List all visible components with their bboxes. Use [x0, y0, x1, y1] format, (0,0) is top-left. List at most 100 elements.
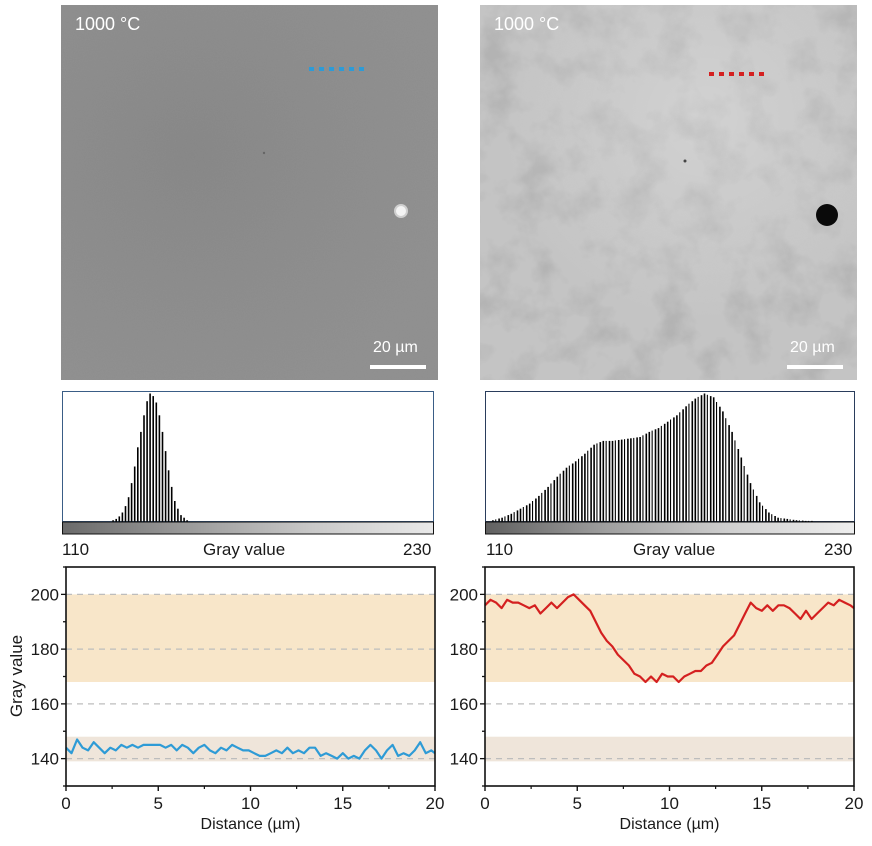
histogram-bar	[522, 507, 524, 522]
histogram-bar	[167, 470, 170, 522]
x-axis-label: Distance (µm)	[620, 816, 720, 833]
profile-line	[484, 593, 855, 684]
histogram-bar	[504, 516, 506, 522]
histogram-bar	[798, 520, 800, 522]
histogram-bar	[118, 516, 121, 522]
x-tick-label: 15	[752, 794, 771, 813]
histogram-bar	[541, 492, 543, 522]
histogram-bar	[538, 495, 540, 522]
y-tick-label: 200	[450, 585, 478, 604]
histogram-bar	[121, 512, 124, 522]
histogram-bar	[627, 438, 629, 522]
histogram-bar	[795, 520, 798, 522]
histogram-bar	[768, 512, 770, 522]
histogram-bar	[645, 433, 648, 522]
histogram-bar	[740, 457, 743, 522]
histogram-bar	[170, 486, 173, 522]
histogram-bar	[749, 483, 752, 522]
micrograph-left-image	[61, 5, 438, 380]
histogram-bar	[519, 508, 522, 522]
histogram-bar	[639, 437, 641, 522]
histogram-bar	[786, 518, 789, 522]
y-tick-label: 200	[31, 585, 59, 604]
histogram-bar	[568, 465, 570, 522]
histogram-bar	[495, 519, 497, 522]
histogram-bar	[174, 501, 176, 522]
histogram-bar	[571, 463, 574, 522]
histogram-bar	[528, 503, 531, 522]
histogram-bar	[596, 443, 598, 522]
histogram-bar	[498, 518, 500, 522]
histogram-bar	[559, 473, 561, 522]
histogram-bar	[608, 440, 611, 522]
histogram-bar	[694, 398, 697, 522]
histogram-left-plot	[62, 391, 434, 535]
histogram-bar	[765, 509, 767, 522]
histogram-bar	[593, 444, 595, 522]
histogram-bar	[758, 502, 761, 522]
histogram-bar	[581, 456, 583, 522]
histogram-bar	[801, 520, 804, 522]
y-tick-label: 140	[450, 750, 478, 769]
y-axis-label: Gray value	[7, 635, 26, 717]
histogram-bar	[599, 442, 602, 522]
x-tick-label: 0	[61, 794, 70, 813]
histogram-bar	[700, 395, 703, 522]
y-tick-label: 160	[450, 695, 478, 714]
histogram-left	[62, 391, 434, 539]
histogram-bar	[666, 421, 669, 522]
histogram-bar	[127, 497, 130, 522]
scale-bar	[787, 365, 843, 369]
histogram-right	[485, 391, 855, 539]
histogram-bar	[771, 514, 773, 522]
y-tick-label: 160	[31, 695, 59, 714]
scale-bar	[370, 365, 426, 369]
reference-band	[66, 594, 435, 682]
histogram-max-label: 230	[824, 540, 853, 559]
histogram-bar	[663, 423, 666, 522]
histogram-bar	[728, 425, 730, 522]
gray-scale-bar	[62, 521, 434, 535]
histogram-bar	[507, 515, 510, 522]
histogram-bar	[617, 440, 620, 522]
histogram-bar	[183, 517, 185, 522]
histogram-bar	[734, 440, 736, 522]
histogram-bar	[706, 394, 708, 522]
histogram-bar	[565, 467, 568, 522]
micrograph-right-image	[480, 5, 857, 380]
x-tick-label: 5	[154, 794, 163, 813]
histogram-bar	[737, 449, 740, 522]
line-profile-left: 0 5 10 15 20 140 160 180 200 Distance (µm)	[31, 566, 444, 833]
histogram-bar	[709, 396, 712, 522]
histogram-bar	[149, 393, 151, 522]
y-tick-label: 140	[31, 750, 59, 769]
histogram-bar	[762, 505, 764, 522]
histogram-bar	[587, 450, 589, 522]
histogram-bar	[679, 412, 681, 522]
histogram-bar	[133, 466, 136, 522]
histogram-bar	[624, 439, 626, 522]
histogram-bar	[535, 498, 537, 522]
line-profile-charts: 0 5 10 15 20 140 160 180 200 Distance (µm) 0 5 10 15…	[7, 566, 863, 833]
histogram-bar	[777, 517, 779, 522]
histogram-bar	[752, 489, 754, 522]
x-axis-label: Distance (µm)	[201, 816, 301, 833]
temperature-label: 1000 °C	[75, 14, 141, 34]
histogram-bar	[703, 393, 706, 522]
histogram-bar	[642, 435, 644, 522]
scale-bar-label: 20 µm	[373, 339, 418, 356]
gray-scale-bar	[485, 521, 855, 535]
histogram-bar	[648, 431, 651, 522]
reference-band	[485, 736, 854, 762]
histogram-bar	[124, 506, 127, 522]
histogram-bar	[755, 495, 758, 522]
x-tick-label: 15	[333, 794, 352, 813]
histogram-bar	[697, 396, 699, 522]
histogram-bar	[780, 518, 782, 522]
x-tick-label: 5	[573, 794, 582, 813]
histogram-bar	[633, 437, 635, 522]
profile-line	[65, 738, 436, 760]
y-tick-label: 180	[31, 640, 59, 659]
histogram-bar	[685, 406, 687, 522]
histogram-bar	[743, 466, 745, 522]
